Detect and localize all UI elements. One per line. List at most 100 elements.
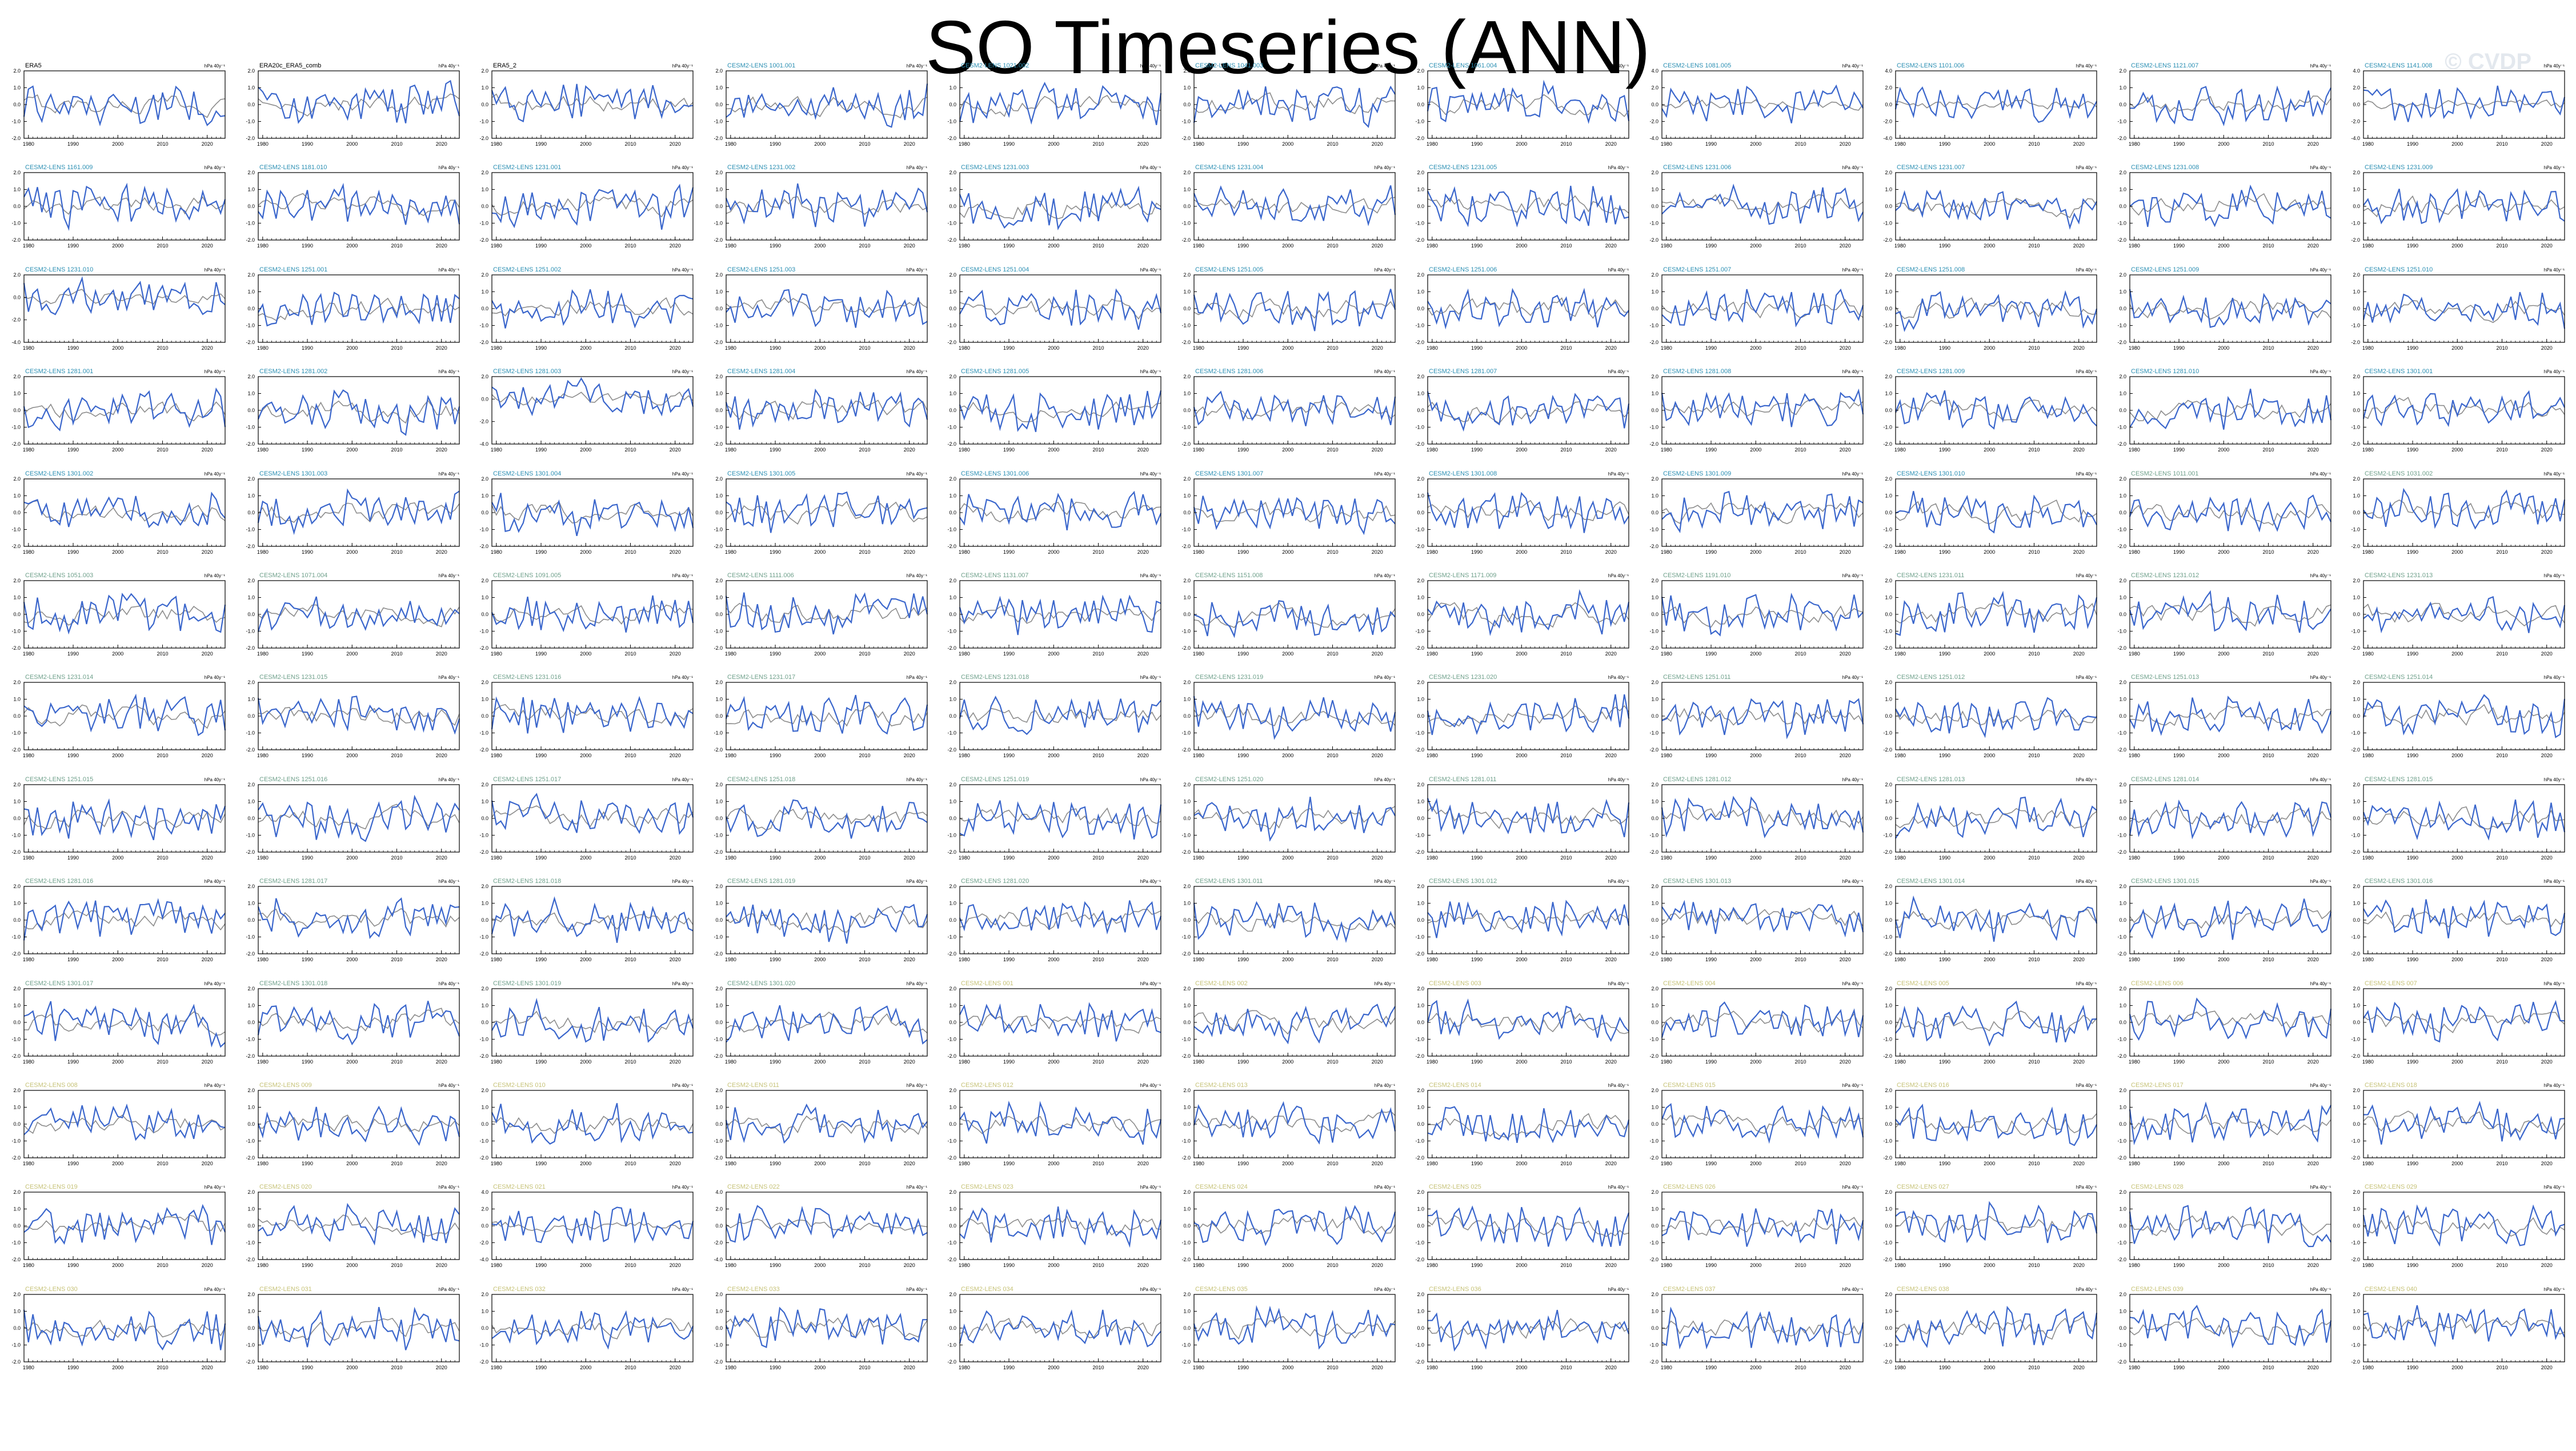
y-tick-label: 0.0 (1417, 306, 1424, 311)
units-label: hPa 40y⁻¹ (1140, 267, 1161, 273)
x-tick-label: 2010 (1794, 447, 1806, 453)
x-tick-label: 2000 (112, 141, 123, 147)
x-tick-label: 2000 (346, 651, 358, 657)
x-tick-label: 2010 (2262, 549, 2274, 555)
units-label: hPa 40y⁻¹ (205, 267, 226, 273)
y-tick-label: -1.0 (246, 221, 255, 226)
panel-15: CESM2-LENS 1231.002 hPa 40y⁻¹ 2.0 1.0 0.0 -1.… (714, 164, 928, 249)
y-tick-label: 0.0 (1417, 203, 1424, 209)
y-tick-label: 2.0 (13, 374, 21, 379)
y-tick-label: 1.0 (1417, 85, 1424, 91)
x-tick-label: 1980 (959, 447, 970, 453)
x-tick-label: 2000 (1048, 651, 1059, 657)
x-tick-label: 1980 (2362, 243, 2374, 249)
y-tick-label: 1.0 (949, 391, 956, 397)
y-tick-label: -2.0 (2351, 339, 2360, 345)
units-label: hPa 40y⁻¹ (438, 573, 459, 578)
y-tick-label: -1.0 (11, 730, 21, 736)
units-label: hPa 40y⁻¹ (1608, 369, 1629, 374)
y-tick-label: 2.0 (2119, 578, 2126, 583)
units-label: hPa 40y⁻¹ (2076, 63, 2097, 69)
panel-title: CESM2-LENS 1231.001 (493, 164, 561, 171)
x-tick-label: 2000 (814, 141, 826, 147)
member-line (491, 595, 694, 633)
x-tick-label: 1990 (1237, 549, 1249, 555)
y-tick-label: 0.0 (2119, 203, 2126, 209)
y-tick-label: 1.0 (715, 391, 723, 397)
panel-70: CESM2-LENS 1231.017 hPa 40y⁻¹ 2.0 1.0 0.0 -1.… (714, 674, 928, 758)
ensemble-mean-line (491, 604, 694, 625)
y-tick-label: -1.0 (2117, 629, 2126, 634)
x-tick-label: 1980 (1660, 549, 1672, 555)
panel-frame (491, 682, 694, 750)
panel-title: ERA5_2 (493, 62, 516, 69)
panel-12: CESM2-LENS 1161.009 hPa 40y⁻¹ 2.0 1.0 0.0 -1.… (11, 164, 226, 249)
x-tick-label: 2010 (1794, 651, 1806, 657)
x-tick-label: 2020 (1371, 243, 1383, 249)
panel-65: CESM2-LENS 1231.012 hPa 40y⁻¹ 2.0 1.0 0.0 -1.… (2117, 572, 2331, 657)
y-tick-label: 2.0 (481, 170, 488, 175)
y-tick-label: 1.0 (13, 595, 21, 601)
y-tick-label: 0.0 (1885, 611, 1892, 617)
panel-title: CESM2-LENS 1231.015 (259, 674, 327, 681)
ensemble-mean-line (258, 707, 460, 726)
units-label: hPa 40y⁻¹ (1374, 471, 1395, 477)
panel-frame (1193, 172, 1396, 241)
x-tick-label: 2000 (580, 243, 591, 249)
panel-title: CESM2-LENS 1161.009 (25, 164, 93, 171)
page-title: SO Timeseries (ANN) (926, 5, 1650, 89)
y-tick-label: 4.0 (1885, 68, 1892, 74)
y-tick-label: 4.0 (2353, 68, 2360, 74)
x-tick-label: 1980 (2362, 549, 2374, 555)
ensemble-mean-line (1193, 298, 1396, 319)
member-line (1894, 390, 2097, 430)
panel-frame (23, 172, 226, 241)
units-label: hPa 40y⁻¹ (438, 675, 459, 680)
x-tick-label: 2000 (1048, 141, 1059, 147)
x-tick-label: 2000 (814, 447, 826, 453)
panel-21: CESM2-LENS 1231.008 hPa 40y⁻¹ 2.0 1.0 0.0 -1.… (2117, 164, 2331, 249)
panel-title: CESM2-LENS 1231.009 (2365, 164, 2433, 171)
x-tick-label: 2020 (202, 345, 213, 351)
x-tick-label: 2020 (1137, 243, 1149, 249)
x-tick-label: 1990 (1705, 549, 1717, 555)
y-tick-label: -2.0 (1649, 441, 1658, 447)
x-tick-label: 2010 (391, 651, 402, 657)
y-tick-label: 1.0 (715, 85, 723, 91)
x-tick-label: 2010 (1327, 243, 1338, 249)
y-tick-label: -1.0 (479, 221, 488, 226)
y-tick-label: 1.0 (1417, 595, 1424, 601)
x-tick-label: 1990 (1003, 243, 1015, 249)
member-line (1661, 490, 1864, 533)
member-line (257, 389, 460, 436)
panel-frame (23, 478, 226, 547)
y-tick-label: -2.0 (1883, 543, 1892, 549)
panel-title: CESM2-LENS 1081.005 (1663, 62, 1731, 69)
x-tick-label: 2020 (670, 345, 681, 351)
units-label: hPa 40y⁻¹ (2310, 165, 2331, 170)
ensemble-mean-line (959, 94, 1161, 117)
y-tick-label: 0.0 (1885, 407, 1892, 413)
x-tick-label: 2010 (2496, 549, 2507, 555)
x-tick-label: 2010 (2496, 345, 2507, 351)
panel-44: CESM2-LENS 1301.001 hPa 40y⁻¹ 2.0 1.0 0.0 -1.… (2351, 368, 2565, 453)
y-tick-label: 2.0 (247, 578, 255, 583)
y-tick-label: -2.0 (1415, 543, 1424, 549)
units-label: hPa 40y⁻¹ (2076, 369, 2097, 374)
x-tick-label: 1980 (1660, 345, 1672, 351)
y-tick-label: -1.0 (246, 119, 255, 125)
y-tick-label: -1.0 (11, 221, 21, 226)
panel-title: CESM2-LENS 1231.011 (1897, 572, 1964, 579)
x-tick-label: 2010 (1560, 345, 1572, 351)
y-tick-label: -2.0 (11, 317, 21, 322)
member-line (725, 695, 928, 735)
x-tick-label: 2000 (1516, 141, 1527, 147)
member-line (1427, 589, 1630, 636)
y-tick-label: 1.0 (1183, 595, 1191, 601)
panel-frame (1895, 376, 2097, 445)
x-tick-label: 2000 (580, 447, 591, 453)
y-tick-label: -2.0 (2117, 645, 2126, 651)
ensemble-mean-line (1193, 197, 1395, 214)
panel-43: CESM2-LENS 1281.010 hPa 40y⁻¹ 2.0 1.0 0.0 -1.… (2117, 368, 2331, 453)
x-tick-label: 1990 (535, 345, 547, 351)
